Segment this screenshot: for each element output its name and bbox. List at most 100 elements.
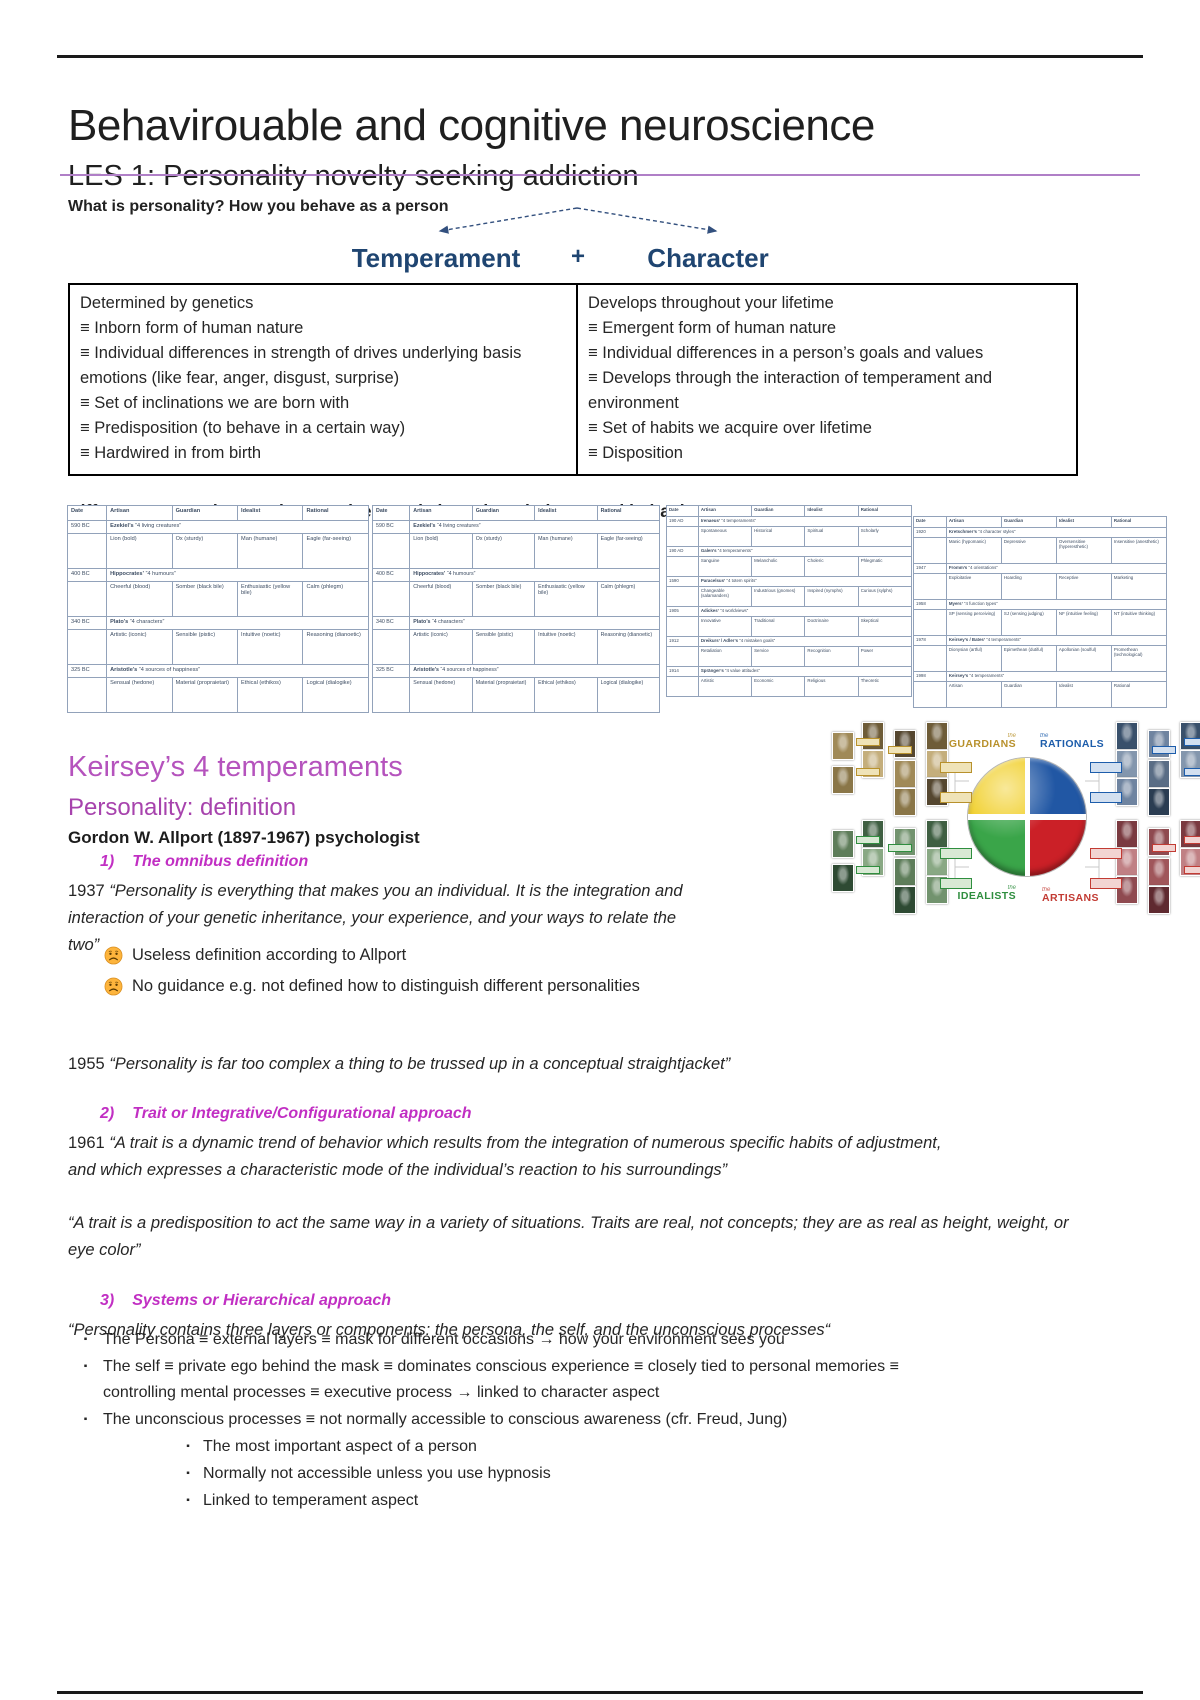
history-value-cell: Reasoning (dianoetic) [302, 629, 369, 665]
history-value-cell: Material (propraietari) [471, 677, 536, 713]
history-title-row: 590 BC Ezekiel’s “4 living creatures” [66, 520, 369, 534]
portrait-photo [1116, 876, 1138, 904]
history-author: Adickes’ [700, 608, 719, 613]
history-title-row: 325 BC Aristotle’s “4 sources of happines… [371, 664, 660, 678]
name-plate [1184, 768, 1200, 776]
history-cells-row: Lion (bold) Ox (sturdy) Man (humane) Eagle … [66, 533, 369, 569]
history-value-cell: Spiritual [804, 526, 859, 547]
history-empty-cell [371, 629, 411, 665]
circle-gloss [968, 758, 1086, 876]
history-value-cell: Apollonian (soulful) [1055, 645, 1112, 672]
history-empty-cell [913, 609, 947, 636]
history-cells-row: Sensual (hedone) Material (propraietari) E… [371, 677, 661, 713]
portrait-photo [832, 830, 854, 858]
section-3-number: 3) [100, 1292, 115, 1309]
history-header-cell: Rational [302, 505, 369, 521]
history-value-cell: Spontaneous [697, 526, 753, 547]
comparison-table: Determined by genetics ≡ Inborn form of h… [67, 283, 1078, 476]
history-value-cell: NT (intuitive thinking) [1110, 609, 1168, 636]
history-value-cell: Dionysian (artful) [945, 645, 1002, 672]
history-value-cell: Doctrinaire [804, 616, 859, 637]
portrait-photo [1116, 750, 1138, 778]
history-header-cell: Date [371, 505, 411, 521]
history-value-cell: Theoretic [857, 676, 913, 697]
trait-quote-2: “A trait is a predisposition to act the … [68, 1213, 1069, 1259]
history-title-cell: Myers’ “4 function types” [945, 599, 1168, 610]
photo-cluster-artisans [1116, 820, 1200, 914]
quote-1955-text: “Personality is far too complex a thing … [109, 1054, 731, 1073]
temperament-line: ≡ Individual differences in strength of … [80, 344, 522, 387]
history-empty-cell [66, 629, 108, 665]
history-author: Ezekiel’s [413, 523, 436, 529]
history-title-row: 1914 Spränger’s “4 value attitudes” [666, 666, 913, 677]
history-title-row: 190 AD Irenaeus’ “4 temperaments” [666, 516, 913, 527]
history-empty-cell [666, 616, 699, 637]
quote-1937-year: 1937 [68, 881, 105, 900]
group-article: the [1007, 885, 1016, 891]
history-value-cell: Artistic (iconic) [106, 629, 173, 665]
history-value-cell: Choleric [804, 556, 859, 577]
page-subtitle: LES 1: Personality novelty seeking addic… [68, 160, 639, 193]
history-title-row: 1947 Fromm’s “4 orientations” [913, 563, 1168, 574]
bullet-item: ▪ The Persona ≡ external layers ≡ mask fo… [68, 1327, 1078, 1353]
history-empty-cell [371, 533, 411, 569]
history-value-cell: Depressive [1000, 537, 1057, 564]
bullet-text: The Persona ≡ external layers ≡ mask for… [103, 1331, 785, 1348]
history-cells-row: Artistic (iconic) Sensible (pistic) Intuit… [371, 629, 661, 665]
portrait-photo [1148, 886, 1170, 914]
history-title-row: 1590 Paracelsus’ “4 totem spirits” [666, 576, 913, 587]
history-value-cell: Insensitive (anesthetic) [1110, 537, 1168, 564]
history-title-cell: Keirsey’s “4 temperaments” [945, 671, 1168, 682]
name-plate [856, 768, 880, 776]
history-value-cell: Economic [751, 676, 806, 697]
history-date-cell: 190 AD [666, 516, 699, 527]
portrait-photo [832, 766, 854, 794]
character-line: Develops throughout your lifetime [588, 294, 834, 312]
bullet-marker: ▪ [83, 1334, 88, 1345]
history-value-cell: Eagle (far-seeing) [596, 533, 661, 569]
role-box [940, 792, 972, 803]
history-header-cell: Idealist [237, 505, 304, 521]
history-author: Myers’ [948, 601, 963, 606]
history-header-cell: Rational [857, 505, 913, 517]
history-date-cell: 1914 [666, 666, 699, 677]
history-value-cell: Skeptical [857, 616, 913, 637]
character-line: ≡ Develops through the interaction of te… [588, 369, 993, 412]
history-value-cell: Sanguine [697, 556, 753, 577]
history-title-cell: Ezekiel’s “4 living creatures” [409, 520, 660, 534]
history-cells-row: Dionysian (artful) Epimethean (dutiful) Ap… [913, 645, 1168, 672]
history-title-cell: Adickes’ “4 worldviews” [697, 606, 913, 617]
history-value-cell: Sensual (hedone) [106, 677, 173, 713]
history-empty-cell [913, 645, 947, 672]
history-value-cell: Ox (sturdy) [471, 533, 536, 569]
history-value-cell: Intuitive (noetic) [534, 629, 598, 665]
history-header-cell: Guardian [171, 505, 239, 521]
history-value-cell: Somber (black bile) [171, 581, 239, 617]
history-value-cell: Reasoning (dianoetic) [596, 629, 661, 665]
history-empty-cell [913, 537, 947, 564]
bullet-marker: ▪ [83, 1414, 88, 1425]
history-value-cell: Lion (bold) [409, 533, 473, 569]
history-header-cell: Rational [1110, 516, 1168, 528]
character-line: ≡ Emergent form of human nature [588, 319, 837, 337]
history-empty-cell [666, 556, 699, 577]
history-value-cell: Lion (bold) [106, 533, 173, 569]
history-table-1: Date Artisan Guardian Idealist Rational 590 B… [66, 505, 369, 713]
history-author: Plato’s [413, 619, 431, 625]
history-title-row: 1912 Dreikurs’ / Adler’s “4 mistaken goal… [666, 636, 913, 647]
history-value-cell: Innovative [697, 616, 753, 637]
history-table-2: Date Artisan Guardian Idealist Rational 590 B… [371, 505, 661, 713]
section-2-heading: 2) Trait or Integrative/Configurational a… [100, 1105, 472, 1123]
history-title-row: 1905 Adickes’ “4 worldviews” [666, 606, 913, 617]
history-empty-cell [66, 533, 108, 569]
character-line: ≡ Individual differences in a person’s g… [588, 344, 984, 362]
history-value-cell: Phlegmatic [857, 556, 913, 577]
history-author: Spränger’s [700, 668, 724, 673]
allport-line: Gordon W. Allport (1897-1967) psychologi… [68, 828, 420, 847]
quote-1961-year: 1961 [68, 1133, 105, 1152]
split-arrows-diagram [438, 207, 718, 234]
bullet-item: ▪ The unconscious processes ≡ not normall… [68, 1407, 1078, 1433]
history-title-cell: Plato’s “4 characters” [409, 616, 660, 630]
portrait-photo [894, 858, 916, 886]
history-value-cell: Sensible (pistic) [471, 629, 536, 665]
